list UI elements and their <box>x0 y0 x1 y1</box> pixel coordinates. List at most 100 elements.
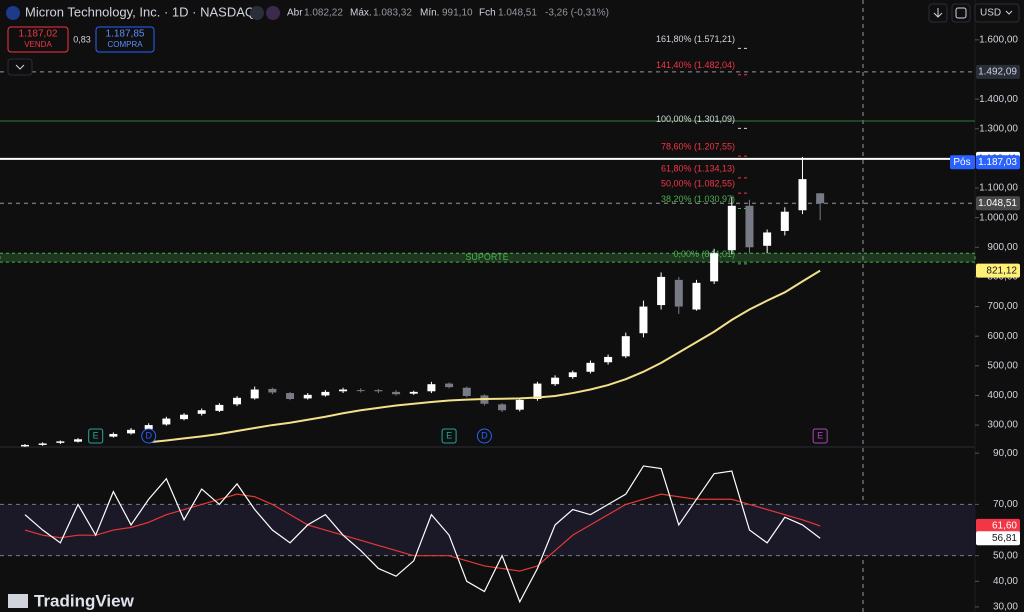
chevron <box>15 64 25 70</box>
candle-body <box>745 205 754 248</box>
candle-body <box>162 418 171 425</box>
rsi-band <box>0 504 975 556</box>
position-label: Pós <box>953 157 970 168</box>
market-status[interactable] <box>250 6 264 20</box>
candle-body <box>816 193 825 204</box>
currency: USD <box>980 8 1001 19</box>
rsi-line <box>24 465 821 604</box>
candle-body <box>197 410 206 414</box>
currency-chevron <box>1005 10 1013 15</box>
event-label: D <box>145 430 152 440</box>
candle-body <box>339 389 348 392</box>
fib-label: 38,20% (1.030,97) <box>661 194 735 204</box>
y-tick-label: 500,00 <box>987 360 1018 371</box>
event-marker <box>141 428 157 444</box>
y-tick-label: 1.400,00 <box>979 94 1018 105</box>
y-tick-label: 600,00 <box>987 331 1018 342</box>
y-tick-label: 50,00 <box>993 550 1018 561</box>
candle-body <box>568 372 577 378</box>
buy-button[interactable] <box>95 26 155 53</box>
y-tick-label: 70,00 <box>993 499 1018 510</box>
y-tick-label: 1.600,00 <box>979 34 1018 45</box>
candle-body <box>780 211 789 231</box>
candle-body <box>515 399 524 410</box>
fib-label: 50,00% (1.082,55) <box>661 179 735 189</box>
candle-body <box>763 232 772 246</box>
y-tick-label: 1.100,00 <box>979 183 1018 194</box>
y-tick-label: 900,00 <box>987 242 1018 253</box>
spread: 0,83 <box>73 34 91 44</box>
fib-label: 141,40% (1.482,04) <box>656 60 735 70</box>
y-tick-label: 300,00 <box>987 420 1018 431</box>
candle-body <box>56 441 65 443</box>
fib-label: 161,80% (1.571,21) <box>656 34 735 44</box>
price-badge-label: 1.492,09 <box>978 66 1017 77</box>
candle-body <box>604 356 613 363</box>
rsi-line <box>24 493 821 572</box>
symbol-title[interactable]: Micron Technology, Inc. · 1D · NASDAQ <box>25 4 255 19</box>
value-badge-label: 56,81 <box>992 533 1017 544</box>
fib-label: 61,80% (1.134,13) <box>661 163 735 173</box>
event-label: E <box>446 430 452 440</box>
event-marker <box>476 428 492 444</box>
candle-body <box>692 282 701 310</box>
open-value: 1.082,22 <box>304 8 343 19</box>
sell-button[interactable] <box>7 26 69 53</box>
candle-body <box>674 279 683 307</box>
symbol-logo[interactable] <box>6 6 20 20</box>
currency-button[interactable] <box>974 3 1020 23</box>
candle-body <box>533 383 542 399</box>
price-badge <box>976 64 1020 79</box>
fullscreen-button[interactable] <box>951 3 971 23</box>
candle-body <box>427 384 436 392</box>
price-badge <box>976 196 1020 211</box>
candle-body <box>727 205 736 251</box>
y-tick-label: 1.300,00 <box>979 123 1018 134</box>
price-badge-label: 1.048,51 <box>978 198 1017 209</box>
download-icon <box>933 8 943 18</box>
candle-body <box>445 383 454 388</box>
low-value: 991,10 <box>442 8 473 19</box>
y-tick-label: 40,00 <box>993 576 1018 587</box>
candle-body <box>180 414 189 420</box>
candle-body <box>21 444 29 447</box>
buy-label: COMPRA <box>107 40 143 49</box>
support-label: SUPORTE <box>465 252 508 262</box>
candle-body <box>356 390 365 392</box>
value-badge <box>976 518 1020 533</box>
candle-body <box>498 404 507 411</box>
price-badge <box>976 155 1020 170</box>
candle-body <box>392 391 401 395</box>
candle-body <box>127 429 136 434</box>
logo[interactable]: TradingView <box>34 591 135 610</box>
collapse-button[interactable] <box>7 58 33 76</box>
candle-body <box>74 439 83 442</box>
candle-body <box>639 306 648 334</box>
open-label: Abr <box>287 8 303 19</box>
y-tick-label: 30,00 <box>993 602 1018 612</box>
candle-body <box>303 394 312 399</box>
event-marker <box>812 428 828 444</box>
y-tick-label: 90,00 <box>993 448 1018 459</box>
candle-body <box>462 387 471 397</box>
price-badge-label: 821,12 <box>986 265 1017 276</box>
support-zone <box>0 252 976 263</box>
moving-average <box>148 269 821 444</box>
candle-body <box>657 276 666 306</box>
event-label: E <box>93 430 99 440</box>
price-badge-label: 1.187,03 <box>978 157 1017 168</box>
candle-body <box>374 390 383 392</box>
event-marker <box>441 428 457 444</box>
candle-body <box>586 362 595 372</box>
fib-label: 78,60% (1.207,55) <box>661 142 735 152</box>
logo-mark <box>8 594 28 608</box>
value-badge <box>976 531 1020 546</box>
candle-body <box>109 433 118 437</box>
session-icon[interactable] <box>266 6 280 20</box>
candle-body <box>710 253 719 282</box>
candle-body <box>215 404 224 411</box>
candle-body <box>250 389 259 399</box>
candle-body <box>621 336 630 357</box>
